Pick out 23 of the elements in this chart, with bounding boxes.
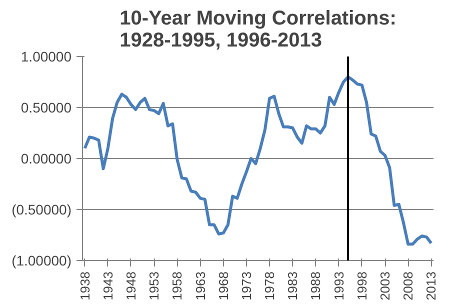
line-series (83, 75, 433, 246)
x-tick-label: 2003 (378, 272, 393, 300)
x-tick-label: 1988 (308, 272, 324, 300)
x-tick-label: 1948 (123, 272, 138, 300)
x-tick-label: 1998 (354, 272, 370, 300)
y-tick-label: (1.00000) (12, 252, 72, 268)
x-tick-label: 1983 (285, 272, 300, 300)
x-tick-label: 2013 (424, 272, 439, 300)
x-tick-label: 1968 (216, 272, 231, 300)
y-tick-label: 0.50000 (20, 100, 72, 116)
x-tick-label: 1953 (146, 272, 162, 300)
x-tick-label: 1978 (262, 272, 278, 300)
x-tick-label: 2008 (400, 272, 416, 300)
x-tick-label: 1963 (192, 272, 208, 300)
y-tick-label: 1.00000 (20, 48, 72, 64)
x-tick-label: 1973 (238, 272, 254, 300)
x-tick-label: 1938 (77, 272, 92, 300)
x-tick-label: 1958 (170, 272, 185, 300)
y-tick-label: (0.50000) (12, 202, 72, 218)
chart-title: 10-Year Moving Correlations: 1928-1995, 1996-2013 (120, 8, 396, 52)
x-tick-label: 1993 (331, 272, 346, 300)
y-tick-label: 0.00000 (20, 150, 72, 166)
x-tick-label: 1943 (100, 272, 116, 300)
